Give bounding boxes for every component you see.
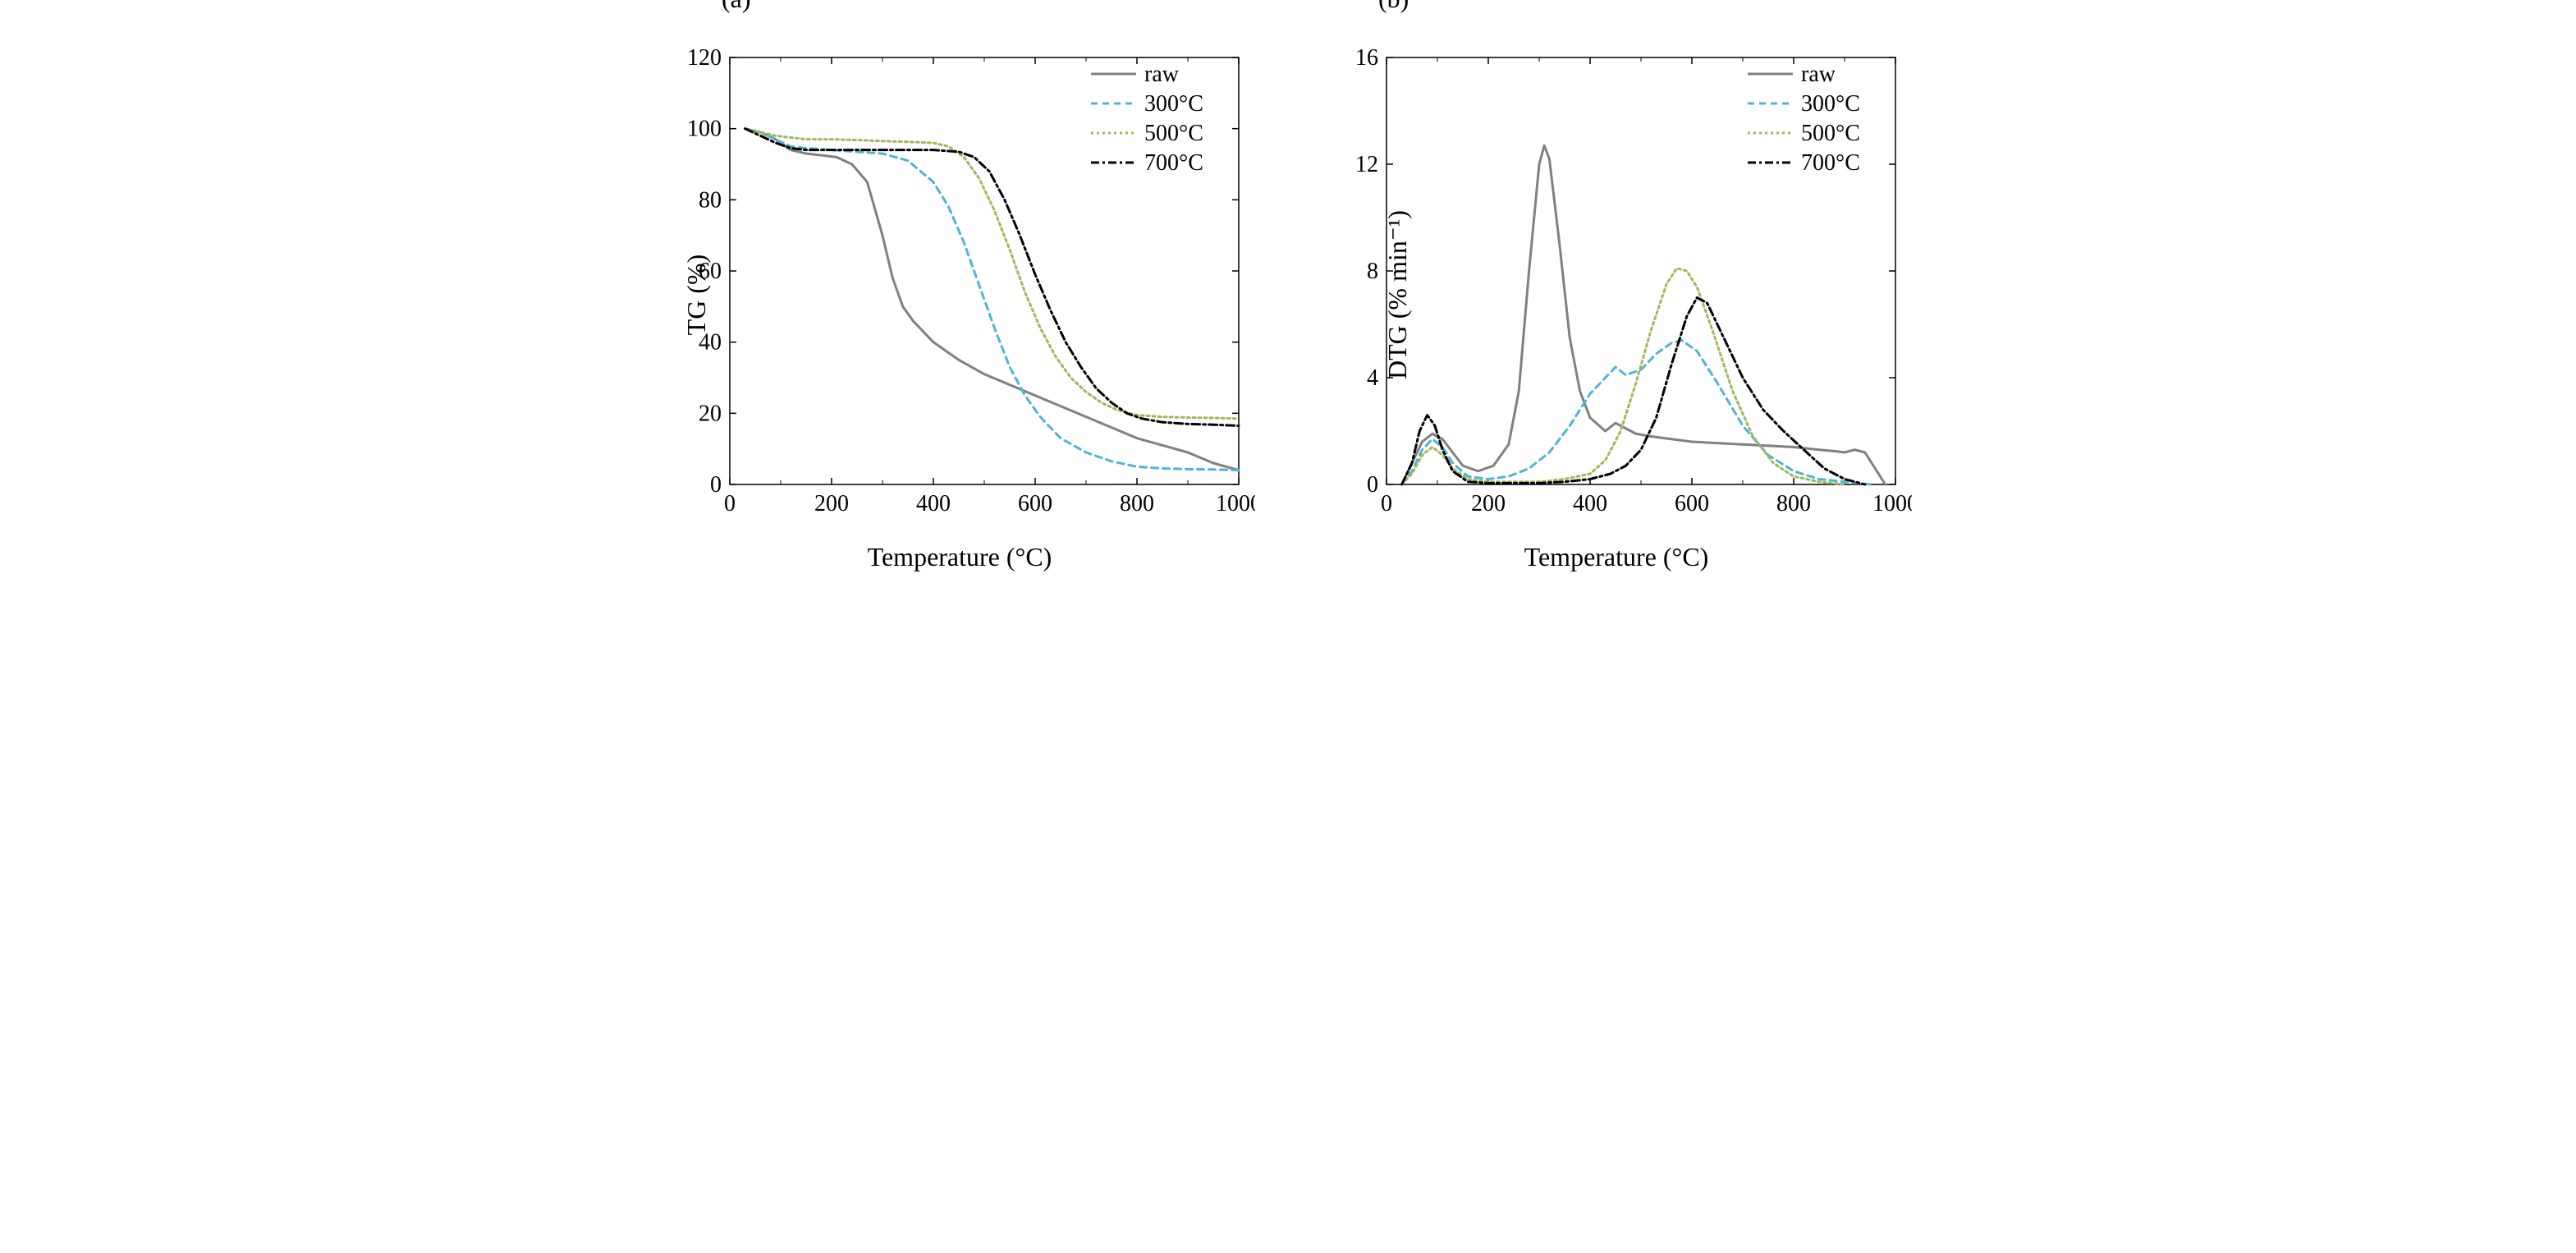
panel-a-ylabel: TG (%) <box>681 254 712 335</box>
svg-text:700°C: 700°C <box>1801 150 1860 176</box>
svg-text:0: 0 <box>1367 472 1378 498</box>
svg-text:500°C: 500°C <box>1144 121 1203 146</box>
svg-text:700°C: 700°C <box>1144 150 1203 176</box>
svg-text:4: 4 <box>1367 365 1378 391</box>
panel-b-ylabel: DTG (% min⁻¹) <box>1382 210 1413 379</box>
panel-a-svg: 02004006008001000020406080100120raw300°C… <box>664 16 1255 534</box>
svg-text:500°C: 500°C <box>1801 121 1860 146</box>
svg-text:raw: raw <box>1144 62 1180 87</box>
svg-text:120: 120 <box>687 45 722 71</box>
svg-text:0: 0 <box>1381 491 1392 516</box>
svg-text:600: 600 <box>1675 491 1709 516</box>
svg-text:0: 0 <box>710 472 722 498</box>
panel-a-label: (a) <box>722 0 751 14</box>
figure-container: (a) TG (%) 02004006008001000020406080100… <box>16 16 2560 572</box>
svg-text:200: 200 <box>814 491 849 516</box>
svg-text:1000: 1000 <box>1872 491 1912 516</box>
svg-text:400: 400 <box>1573 491 1607 516</box>
svg-text:16: 16 <box>1355 45 1378 71</box>
svg-text:800: 800 <box>1120 491 1154 516</box>
svg-text:300°C: 300°C <box>1144 91 1203 117</box>
svg-text:raw: raw <box>1801 62 1836 87</box>
panel-b-label: (b) <box>1378 0 1409 14</box>
svg-text:100: 100 <box>687 117 722 142</box>
svg-text:1000: 1000 <box>1216 491 1255 516</box>
svg-text:8: 8 <box>1367 259 1378 284</box>
panel-a: (a) TG (%) 02004006008001000020406080100… <box>664 16 1255 572</box>
svg-text:600: 600 <box>1018 491 1052 516</box>
panel-b-xlabel: Temperature (°C) <box>1321 542 1912 572</box>
svg-text:0: 0 <box>724 491 736 516</box>
svg-text:80: 80 <box>699 187 722 213</box>
svg-text:20: 20 <box>699 401 722 426</box>
panel-a-xlabel: Temperature (°C) <box>664 542 1255 572</box>
svg-text:12: 12 <box>1355 152 1378 177</box>
svg-text:400: 400 <box>916 491 951 516</box>
svg-text:800: 800 <box>1776 491 1811 516</box>
svg-text:200: 200 <box>1471 491 1506 516</box>
panel-b: (b) DTG (% min⁻¹) 0200400600800100004812… <box>1321 16 1912 572</box>
svg-text:300°C: 300°C <box>1801 91 1860 117</box>
